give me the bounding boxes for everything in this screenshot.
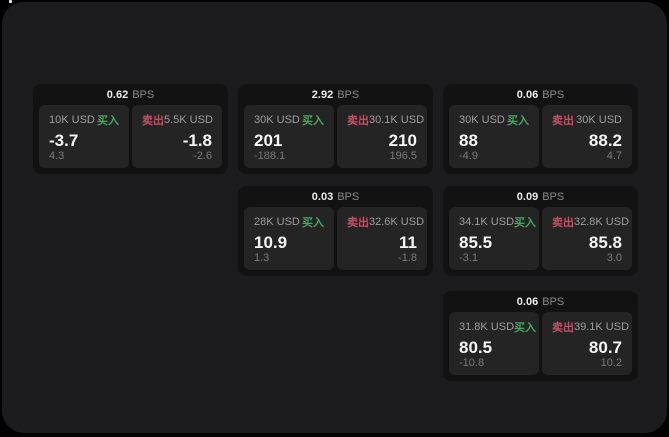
buy-amount: 30K USD — [459, 114, 505, 126]
sell-amount: 39.1K USD — [574, 321, 630, 333]
spread-card-5: 0.09 BPS 34.1K USD 买入 85.5 -3.1 卖出 32.8K … — [443, 186, 638, 276]
buy-delta: 1.3 — [254, 252, 270, 264]
bps-header: 2.92 BPS — [238, 84, 433, 105]
sell-side-label: 卖出 — [347, 115, 369, 127]
sell-delta: -1.8 — [398, 252, 417, 264]
buy-side-label: 买入 — [302, 115, 324, 127]
buy-price: 10.9 — [254, 233, 288, 252]
sell-side-label: 卖出 — [552, 217, 574, 229]
buy-side-label: 买入 — [514, 217, 537, 229]
buy-price: 88 — [459, 131, 478, 150]
buy-amount: 31.8K USD — [459, 321, 515, 333]
sell-amount: 32.6K USD — [369, 216, 425, 228]
buy-side-label: 买入 — [507, 115, 529, 127]
sell-amount: 32.8K USD — [574, 216, 630, 228]
sell-quote-panel[interactable]: 卖出 30K USD 88.2 4.7 — [542, 105, 632, 168]
bps-value: 0.03 — [311, 191, 334, 203]
bps-header: 0.06 BPS — [443, 291, 638, 312]
bps-header: 0.62 BPS — [33, 84, 228, 105]
bps-value: 2.92 — [311, 89, 334, 101]
sell-delta: -2.6 — [193, 150, 212, 162]
bps-value: 0.06 — [516, 296, 539, 308]
buy-amount: 10K USD — [49, 114, 95, 126]
quote-panels: 30K USD 买入 201 -188.1 卖出 30.1K USD 210 1… — [238, 105, 433, 174]
buy-price: -3.7 — [49, 131, 79, 150]
spread-card-6: 0.06 BPS 31.8K USD 买入 80.5 -10.8 卖出 39.1K… — [443, 291, 638, 381]
quote-panels: 28K USD 买入 10.9 1.3 卖出 32.6K USD 11 -1.8 — [238, 207, 433, 276]
sell-price: 85.8 — [588, 233, 622, 252]
buy-quote-panel[interactable]: 30K USD 买入 88 -4.9 — [449, 105, 539, 168]
buy-quote-panel[interactable]: 30K USD 买入 201 -188.1 — [244, 105, 334, 168]
sell-side-label: 卖出 — [347, 217, 369, 229]
sell-price: 88.2 — [588, 131, 622, 150]
buy-price: 85.5 — [459, 233, 493, 252]
bps-unit-label: BPS — [337, 191, 360, 203]
bps-value: 0.09 — [516, 191, 539, 203]
quote-panels: 34.1K USD 买入 85.5 -3.1 卖出 32.8K USD 85.8… — [443, 207, 638, 276]
quote-panels: 31.8K USD 买入 80.5 -10.8 卖出 39.1K USD 80.… — [443, 312, 638, 381]
buy-side-label: 买入 — [514, 322, 537, 334]
buy-delta: -10.8 — [459, 357, 485, 369]
sell-amount: 30.1K USD — [369, 114, 425, 126]
sell-price: 210 — [388, 131, 417, 150]
buy-quote-panel[interactable]: 31.8K USD 买入 80.5 -10.8 — [449, 312, 539, 375]
sell-quote-panel[interactable]: 卖出 39.1K USD 80.7 10.2 — [542, 312, 632, 375]
sell-delta: 3.0 — [606, 252, 622, 264]
quote-panels: 30K USD 买入 88 -4.9 卖出 30K USD 88.2 4.7 — [443, 105, 638, 174]
buy-amount: 30K USD — [254, 114, 300, 126]
screen-speck — [9, 0, 12, 3]
bps-value: 0.62 — [106, 89, 129, 101]
sell-side-label: 卖出 — [552, 322, 574, 334]
spread-card-3: 0.06 BPS 30K USD 买入 88 -4.9 卖出 30K USD 88… — [443, 84, 638, 174]
bps-header: 0.06 BPS — [443, 84, 638, 105]
buy-amount: 28K USD — [254, 216, 300, 228]
buy-quote-panel[interactable]: 28K USD 买入 10.9 1.3 — [244, 207, 334, 270]
quote-panels: 10K USD 买入 -3.7 4.3 卖出 5.5K USD -1.8 -2.… — [33, 105, 228, 174]
sell-amount: 5.5K USD — [164, 114, 213, 126]
buy-side-label: 买入 — [302, 217, 324, 229]
spread-card-1: 0.62 BPS 10K USD 买入 -3.7 4.3 卖出 5.5K USD … — [33, 84, 228, 174]
spread-card-4: 0.03 BPS 28K USD 买入 10.9 1.3 卖出 32.6K USD… — [238, 186, 433, 276]
buy-price: 80.5 — [459, 338, 493, 357]
buy-delta: -188.1 — [254, 150, 286, 162]
sell-quote-panel[interactable]: 卖出 5.5K USD -1.8 -2.6 — [132, 105, 222, 168]
buy-delta: 4.3 — [49, 150, 65, 162]
bps-unit-label: BPS — [542, 296, 565, 308]
bps-header: 0.03 BPS — [238, 186, 433, 207]
bps-value: 0.06 — [516, 89, 539, 101]
sell-side-label: 卖出 — [142, 115, 164, 127]
sell-price: 11 — [399, 233, 417, 252]
buy-price: 201 — [254, 131, 283, 150]
sell-price: 80.7 — [588, 338, 622, 357]
sell-amount: 30K USD — [576, 114, 622, 126]
bps-unit-label: BPS — [542, 191, 565, 203]
buy-delta: -4.9 — [459, 150, 478, 162]
bps-unit-label: BPS — [132, 89, 155, 101]
sell-side-label: 卖出 — [552, 115, 574, 127]
sell-quote-panel[interactable]: 卖出 30.1K USD 210 196.5 — [337, 105, 427, 168]
buy-amount: 34.1K USD — [459, 216, 515, 228]
buy-delta: -3.1 — [459, 252, 478, 264]
sell-delta: 4.7 — [606, 150, 622, 162]
sell-price: -1.8 — [182, 131, 212, 150]
sell-quote-panel[interactable]: 卖出 32.8K USD 85.8 3.0 — [542, 207, 632, 270]
bps-unit-label: BPS — [542, 89, 565, 101]
buy-quote-panel[interactable]: 10K USD 买入 -3.7 4.3 — [39, 105, 129, 168]
buy-quote-panel[interactable]: 34.1K USD 买入 85.5 -3.1 — [449, 207, 539, 270]
bps-header: 0.09 BPS — [443, 186, 638, 207]
buy-side-label: 买入 — [97, 115, 119, 127]
sell-quote-panel[interactable]: 卖出 32.6K USD 11 -1.8 — [337, 207, 427, 270]
sell-delta: 196.5 — [389, 150, 417, 162]
spread-card-2: 2.92 BPS 30K USD 买入 201 -188.1 卖出 30.1K U… — [238, 84, 433, 174]
bps-unit-label: BPS — [337, 89, 360, 101]
sell-delta: 10.2 — [600, 357, 622, 369]
